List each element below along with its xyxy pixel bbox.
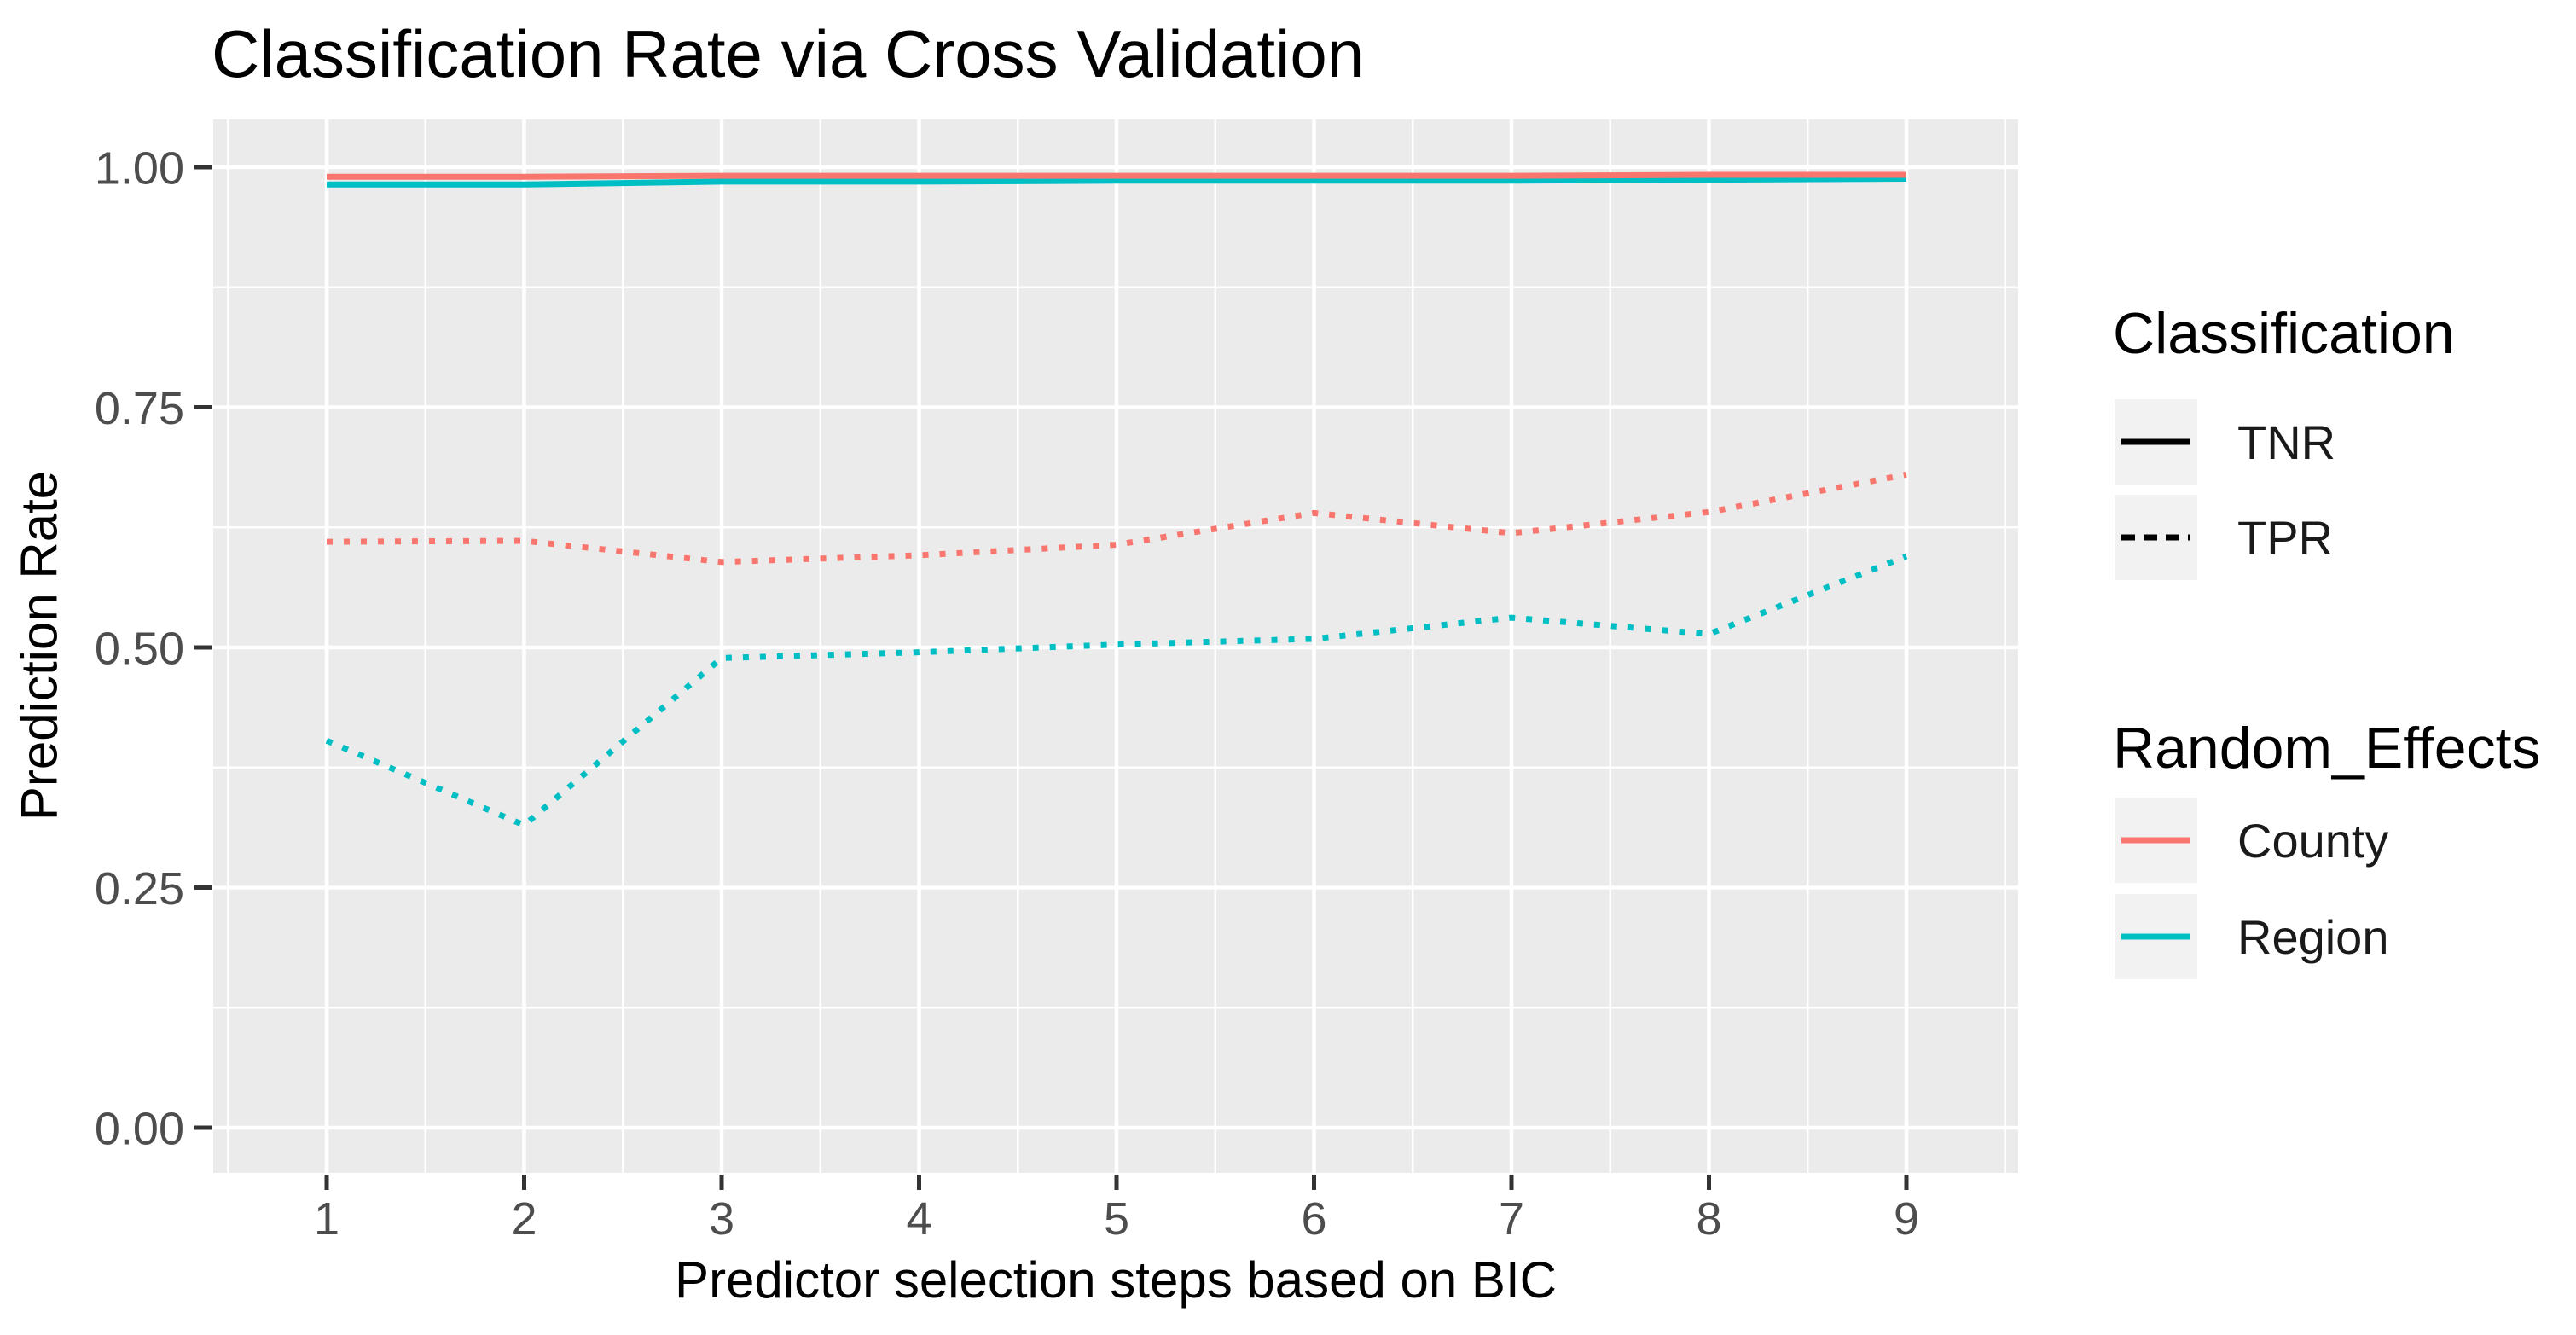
x-tick-label-4: 4 — [906, 1193, 931, 1245]
county-color-line-icon — [2121, 837, 2190, 844]
x-axis-title: Predictor selection steps based on BIC — [675, 1251, 1557, 1309]
legend-key-region — [2115, 894, 2197, 979]
x-tick-label-5: 5 — [1104, 1193, 1129, 1245]
tnr-solid-line-icon — [2121, 438, 2190, 445]
legend-key-tpr — [2115, 495, 2197, 580]
legend-key-tnr — [2115, 399, 2197, 485]
legend-item-tnr: TNR — [2115, 399, 2335, 485]
legend-item-county: County — [2115, 798, 2388, 883]
y-axis-title: Prediction Rate — [10, 470, 68, 821]
legend-item-tpr: TPR — [2115, 495, 2333, 580]
y-tick-label-0.75: 0.75 — [95, 383, 184, 434]
y-tick-label-0.00: 0.00 — [95, 1103, 184, 1154]
x-tick-label-2: 2 — [511, 1193, 537, 1245]
legend-label-region: Region — [2237, 909, 2389, 964]
region-color-line-icon — [2121, 933, 2190, 940]
y-tick-label-0.25: 0.25 — [95, 863, 184, 914]
x-tick-label-7: 7 — [1499, 1193, 1524, 1245]
legend-item-region: Region — [2115, 894, 2388, 979]
x-tick-label-8: 8 — [1696, 1193, 1721, 1245]
x-tick-label-1: 1 — [314, 1193, 339, 1245]
chart-title: Classification Rate via Cross Validation — [212, 16, 1365, 91]
line-region-tnr — [327, 176, 1907, 188]
y-tick-label-0.50: 0.50 — [95, 623, 184, 674]
legend-label-tpr: TPR — [2237, 510, 2333, 565]
x-tick-label-9: 9 — [1894, 1193, 1919, 1245]
legend-key-county — [2115, 798, 2197, 883]
y-tick-label-1.00: 1.00 — [95, 142, 184, 194]
tpr-dashed-line-icon — [2121, 534, 2190, 541]
legend-random-effects-title: Random_Effects — [2113, 716, 2541, 781]
line-county-tnr — [327, 171, 1906, 180]
x-tick-label-3: 3 — [709, 1193, 734, 1245]
legend-label-tnr: TNR — [2237, 415, 2336, 469]
legend-classification-title: Classification — [2113, 301, 2455, 366]
legend-label-county: County — [2237, 813, 2389, 868]
x-tick-label-6: 6 — [1301, 1193, 1326, 1245]
